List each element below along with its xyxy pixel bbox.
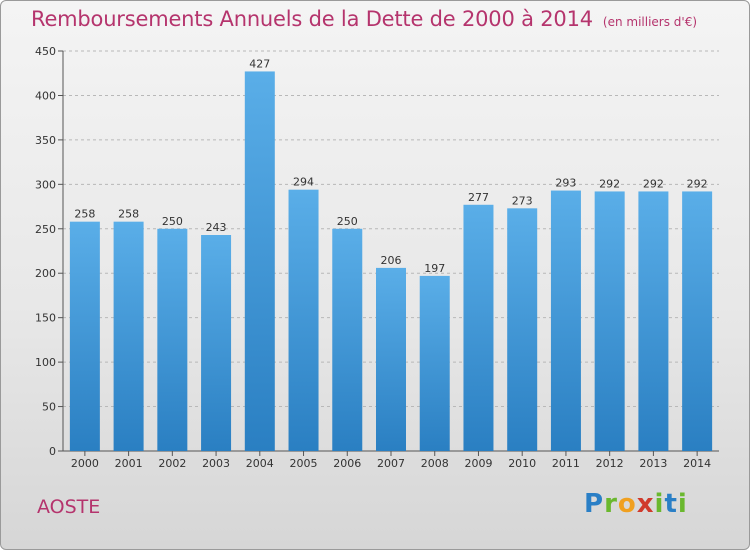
- bar-2006: [332, 228, 363, 451]
- value-label-2014: 292: [687, 177, 708, 190]
- x-tick-label-2013: 2013: [639, 457, 667, 470]
- value-label-2012: 292: [599, 177, 620, 190]
- x-tick-label-2008: 2008: [421, 457, 449, 470]
- x-tick-label-2004: 2004: [246, 457, 274, 470]
- x-tick-label-2006: 2006: [333, 457, 361, 470]
- bar-2003: [201, 235, 232, 451]
- proxiti-logo: Proxiti: [584, 489, 688, 519]
- y-tick-label: 50: [42, 401, 56, 414]
- chart-title-text: Remboursements Annuels de la Dette de 20…: [31, 7, 593, 31]
- y-tick-label: 200: [35, 267, 56, 280]
- value-label-2003: 243: [206, 221, 227, 234]
- bar-2012: [594, 191, 625, 451]
- x-tick-label-2003: 2003: [202, 457, 230, 470]
- x-tick-label-2009: 2009: [464, 457, 492, 470]
- value-label-2004: 427: [249, 57, 270, 70]
- y-tick-label: 350: [35, 134, 56, 147]
- x-tick-label-2014: 2014: [683, 457, 711, 470]
- bar-2008: [419, 275, 450, 451]
- city-name: AOSTE: [37, 496, 101, 518]
- x-tick-label-2012: 2012: [596, 457, 624, 470]
- value-label-2001: 258: [118, 208, 139, 221]
- bar-2013: [638, 191, 669, 451]
- bar-2010: [507, 208, 538, 451]
- y-tick-label: 0: [49, 445, 56, 458]
- bar-2001: [113, 221, 144, 451]
- x-tick-label-2007: 2007: [377, 457, 405, 470]
- bar-2005: [288, 189, 319, 451]
- y-tick-label: 300: [35, 178, 56, 191]
- bar-2011: [550, 190, 581, 452]
- x-tick-label-2000: 2000: [71, 457, 99, 470]
- y-tick-label: 400: [35, 89, 56, 102]
- value-label-2005: 294: [293, 176, 314, 189]
- value-label-2000: 258: [74, 208, 95, 221]
- bar-2004: [244, 71, 275, 451]
- y-tick-label: 250: [35, 223, 56, 236]
- value-label-2008: 197: [424, 262, 445, 275]
- chart-unit-note: (en milliers d'€): [602, 15, 698, 29]
- y-tick-label: 150: [35, 312, 56, 325]
- bar-2002: [157, 228, 188, 451]
- x-tick-label-2001: 2001: [115, 457, 143, 470]
- x-tick-label-2005: 2005: [290, 457, 318, 470]
- value-label-2009: 277: [468, 191, 489, 204]
- value-label-2011: 293: [555, 177, 576, 190]
- bars: [69, 71, 713, 452]
- value-label-2007: 206: [381, 254, 402, 267]
- x-tick-label-2010: 2010: [508, 457, 536, 470]
- bar-2000: [69, 221, 100, 451]
- x-tick-label-2011: 2011: [552, 457, 580, 470]
- value-label-2010: 273: [512, 194, 533, 207]
- value-label-2013: 292: [643, 177, 664, 190]
- value-label-2002: 250: [162, 215, 183, 228]
- y-tick-label: 100: [35, 356, 56, 369]
- value-label-2006: 250: [337, 215, 358, 228]
- bar-2014: [682, 191, 713, 451]
- x-tick-label-2002: 2002: [158, 457, 186, 470]
- bar-2007: [376, 267, 406, 451]
- bar-2009: [463, 204, 494, 451]
- y-tick-label: 450: [35, 45, 56, 58]
- value-labels: 258 258 250 243 427 294 250 206 197 277 273 293 292 2…: [74, 57, 707, 274]
- chart-title: Remboursements Annuels de la Dette de 20…: [31, 7, 697, 31]
